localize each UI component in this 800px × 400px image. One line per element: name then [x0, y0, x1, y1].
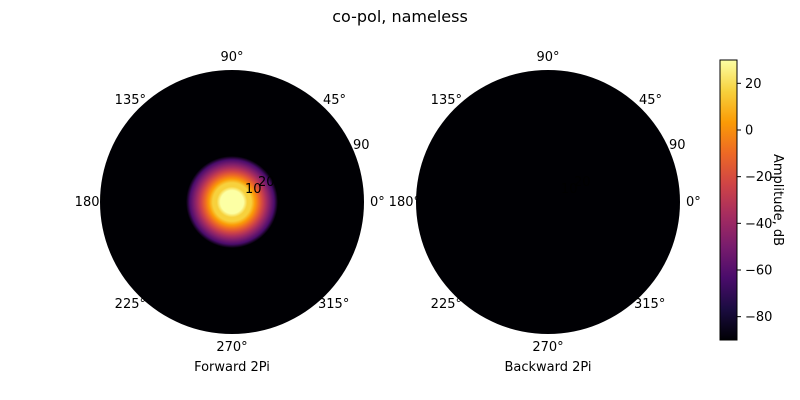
xlabel-forward: Forward 2Pi — [194, 360, 270, 375]
polar-plot-forward: 0° 45° 90° 135° 180° 225° 270° 315° 10 2… — [75, 50, 385, 375]
angle-tick-label-0: 0° — [686, 195, 701, 210]
radial-tick-label-90: 90 — [669, 138, 686, 153]
angle-tick-label-90: 90° — [536, 50, 559, 65]
xlabel-backward: Backward 2Pi — [504, 360, 591, 375]
angle-tick-label-135: 135° — [431, 93, 462, 108]
colorbar-ticks: 20 0 −20 −40 −60 −80 — [737, 77, 772, 325]
radial-tick-label-90: 90 — [353, 138, 370, 153]
polar-plot-backward: 0° 45° 90° 135° 180° 225° 270° 315° 10 2… — [389, 50, 701, 375]
figure-title: co-pol, nameless — [332, 7, 468, 26]
angle-tick-label-270: 270° — [216, 340, 247, 355]
colorbar-tick-label: −40 — [745, 217, 772, 232]
colorbar-gradient — [719, 59, 738, 341]
colorbar-tick-label: −20 — [745, 170, 772, 185]
colorbar: 20 0 −20 −40 −60 −80 Amplitude, dB — [719, 59, 785, 341]
angle-tick-label-45: 45° — [323, 93, 346, 108]
colorbar-tick-label: −60 — [745, 264, 772, 279]
radial-tick-labels-backward: 10 20 90 — [561, 138, 686, 197]
angle-tick-label-180: 180° — [75, 195, 106, 210]
angle-tick-label-90: 90° — [220, 50, 243, 65]
radial-tick-label-20: 20 — [258, 175, 275, 190]
angle-tick-label-225: 225° — [115, 297, 146, 312]
radial-tick-label-20: 20 — [574, 175, 591, 190]
colorbar-label: Amplitude, dB — [770, 154, 785, 246]
radial-tick-label-10: 10 — [561, 182, 578, 197]
angle-tick-label-135: 135° — [115, 93, 146, 108]
angle-tick-label-315: 315° — [634, 297, 665, 312]
angle-tick-label-315: 315° — [318, 297, 349, 312]
polar-disk-backward — [416, 70, 680, 334]
radial-tick-labels-forward: 10 20 90 — [245, 138, 370, 197]
angle-tick-label-270: 270° — [532, 340, 563, 355]
beam-spot-forward — [186, 156, 278, 248]
angle-tick-label-0: 0° — [370, 195, 385, 210]
angle-tick-labels-forward: 0° 45° 90° 135° 180° 225° 270° 315° — [75, 50, 385, 355]
angle-tick-labels-backward: 0° 45° 90° 135° 180° 225° 270° 315° — [389, 50, 701, 355]
colorbar-tick-label: 20 — [745, 77, 762, 92]
angle-tick-label-225: 225° — [431, 297, 462, 312]
angle-tick-label-180: 180° — [389, 195, 420, 210]
radial-tick-label-10: 10 — [245, 182, 262, 197]
colorbar-tick-label: 0 — [745, 124, 753, 139]
colorbar-tick-label: −80 — [745, 310, 772, 325]
angle-tick-label-45: 45° — [639, 93, 662, 108]
